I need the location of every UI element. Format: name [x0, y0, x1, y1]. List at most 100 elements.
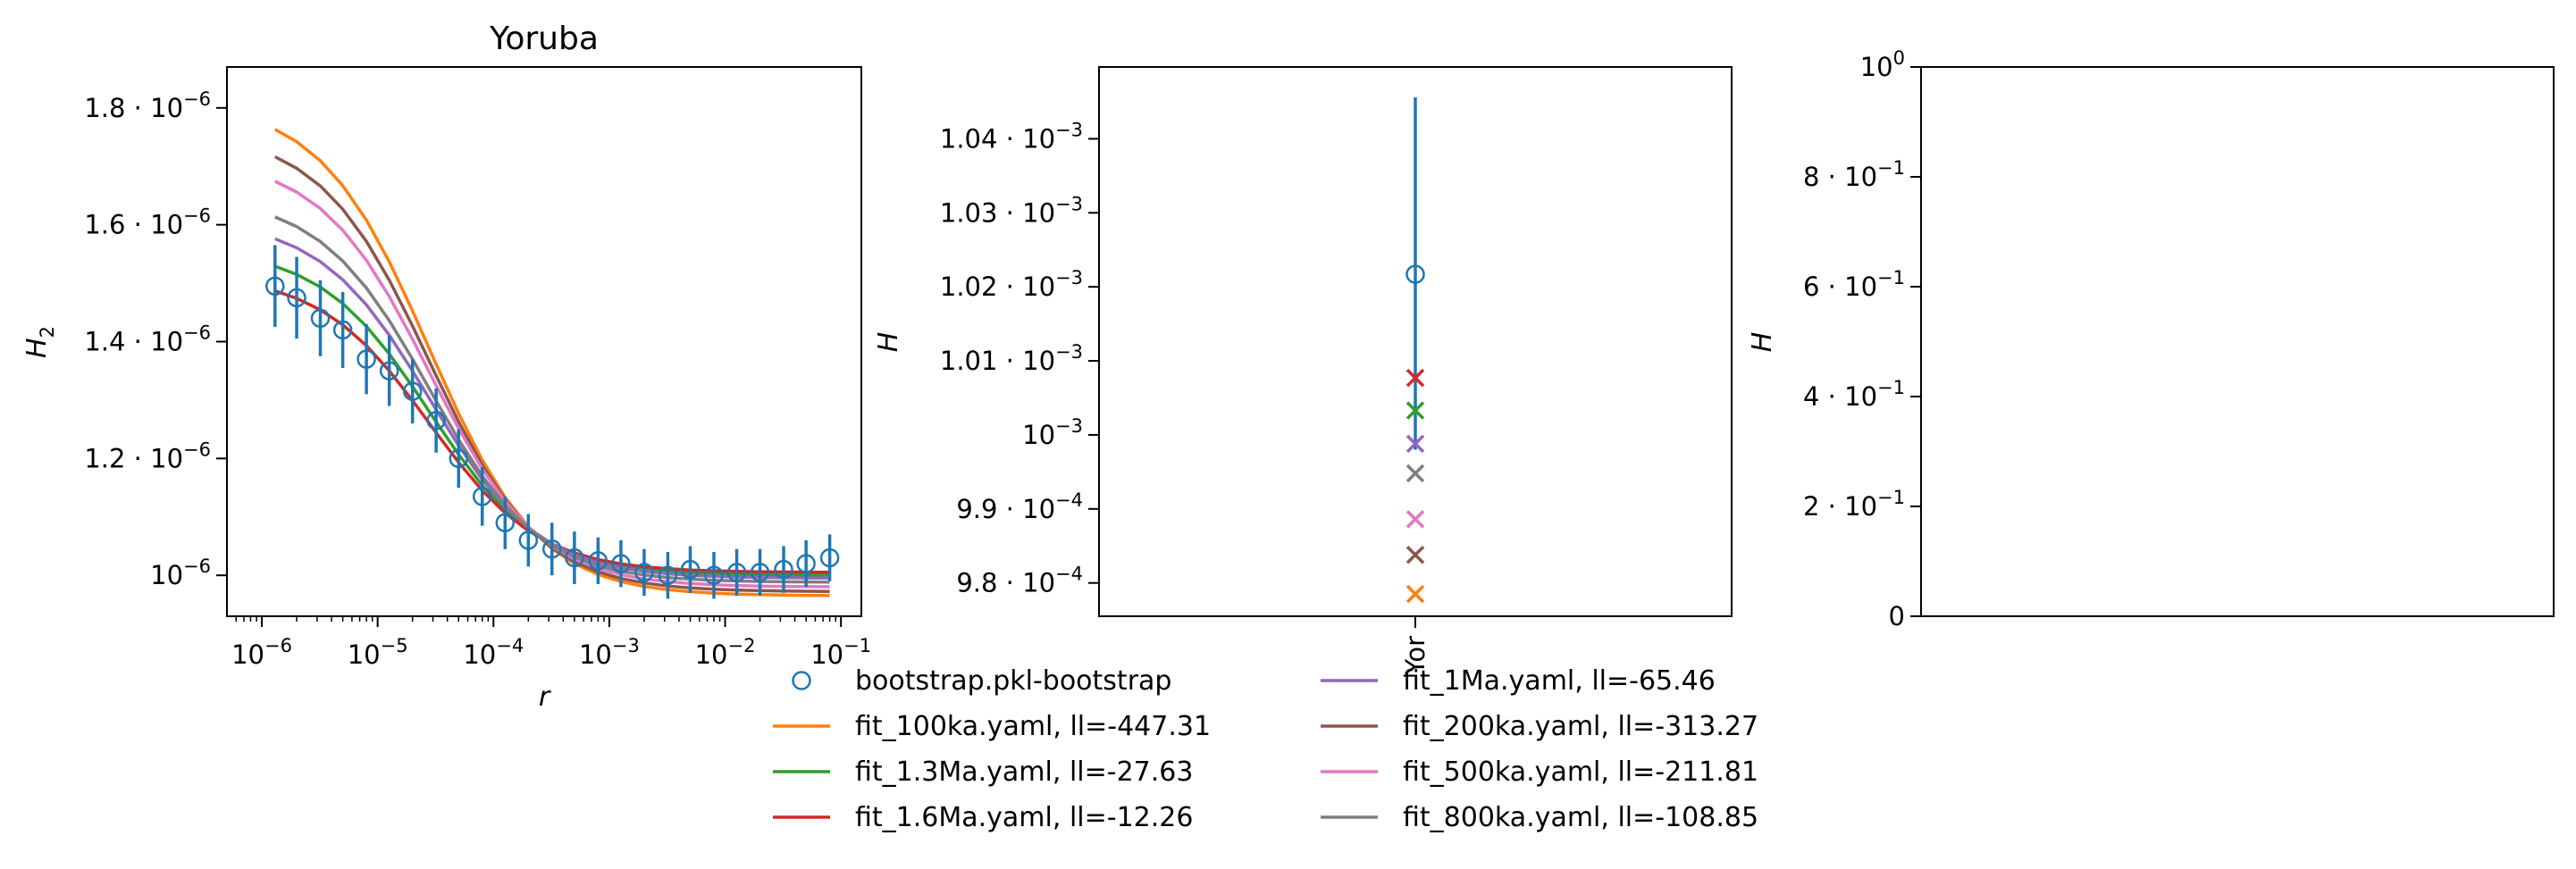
- bootstrap-marker: [402, 381, 423, 401]
- y-axis-ticks: 1.04 · 10−31.03 · 10−31.02 · 10−31.01 · …: [940, 119, 1099, 598]
- bootstrap-marker: [588, 551, 608, 571]
- bootstrap-marker: [611, 554, 631, 573]
- tick-base: 10: [1022, 197, 1055, 228]
- tick-exponent: −6: [183, 205, 211, 227]
- bootstrap-point: [611, 539, 631, 588]
- tick-exponent: −1: [1877, 487, 1905, 508]
- y-axis-label: H: [873, 332, 904, 353]
- bootstrap-point: [726, 548, 747, 597]
- bootstrap-point: [518, 514, 539, 567]
- x-tick-label: 10−4: [463, 635, 524, 670]
- tick-base: 10: [1022, 346, 1055, 376]
- tick-mantissa: 9.8 ·: [956, 568, 1022, 598]
- tick-base: 10: [1022, 272, 1055, 302]
- tick-exponent: −3: [1055, 267, 1083, 288]
- tick-mantissa: 1.6 ·: [84, 210, 150, 240]
- y-tick-label: 1.4 · 10−6: [84, 322, 211, 357]
- bootstrap-point: [402, 359, 423, 424]
- tick-mantissa: 1.03 ·: [940, 197, 1022, 228]
- tick-base: 10: [1022, 494, 1055, 524]
- x-axis-label: r: [539, 681, 551, 713]
- tick-exponent: −3: [1055, 341, 1083, 363]
- bootstrap-point: [542, 522, 562, 576]
- x-stroke: [1405, 510, 1425, 529]
- bootstrap-marker: [357, 349, 376, 369]
- bootstrap-marker: [634, 563, 654, 582]
- tick-base: 10: [463, 639, 496, 670]
- bootstrap-marker: [819, 547, 840, 568]
- bootstrap-point: [634, 548, 654, 597]
- tick-base: 10: [150, 560, 183, 590]
- tick-mantissa: 4 ·: [1803, 381, 1844, 412]
- tick-base: 10: [695, 639, 728, 670]
- x-marker-fit_1-3Ma: [1405, 401, 1425, 420]
- tick-mantissa: 1.8 ·: [84, 93, 150, 123]
- tick-exponent: −6: [183, 439, 211, 460]
- tick-base: 10: [1022, 568, 1055, 598]
- y-tick-label: 1.2 · 10−6: [84, 439, 211, 473]
- x-tick-label: 10−6: [231, 635, 292, 670]
- bootstrap-point: [472, 467, 492, 526]
- legend-entry: fit_1Ma.yaml, ll=-65.46: [1321, 665, 1716, 697]
- bootstrap-marker: [379, 361, 399, 380]
- bootstrap-point: [357, 323, 376, 395]
- x-stroke: [1405, 368, 1425, 388]
- legend-entry: fit_500ka.yaml, ll=-211.81: [1321, 756, 1758, 788]
- bootstrap-marker: [565, 547, 584, 568]
- bootstrap-point: [680, 546, 701, 593]
- x-stroke: [1405, 464, 1425, 483]
- x-stroke: [1405, 545, 1425, 564]
- tick-exponent: −4: [1055, 564, 1083, 585]
- tick-base: 10: [150, 93, 183, 123]
- bootstrap-marker: [518, 531, 539, 550]
- tick-mantissa: 1.2 ·: [84, 443, 150, 473]
- y-axis-label: H2: [21, 326, 58, 358]
- panel-h2-vs-r: Yoruba 10−6 10−5 10−4 10−3 10−2 10−1 1.8 · 10…: [21, 21, 871, 713]
- panel-1-frame: [226, 66, 862, 617]
- tick-base: 10: [1022, 123, 1055, 154]
- tick-mantissa: 8 ·: [1803, 162, 1844, 192]
- tick-base: 10: [150, 327, 183, 357]
- tick-base: 10: [1022, 420, 1055, 450]
- bootstrap-point: [310, 280, 331, 356]
- tick-base: 10: [348, 639, 381, 670]
- legend-label: fit_100ka.yaml, ll=-447.31: [855, 711, 1211, 742]
- panel-3-frame: [1920, 66, 2555, 617]
- y-tick-label: 1.01 · 10−3: [940, 341, 1083, 376]
- tick-exponent: −6: [183, 322, 211, 344]
- bootstrap-marker: [287, 288, 306, 308]
- tick-base: 10: [150, 210, 183, 240]
- x-stroke: [1405, 401, 1425, 420]
- y-axis-label: H: [1747, 332, 1778, 353]
- tick-base: 10: [1844, 381, 1877, 412]
- bootstrap-marker: [310, 308, 331, 329]
- tick-exponent: −3: [612, 635, 640, 656]
- bootstrap-point: [774, 546, 793, 593]
- bootstrap-marker: [1405, 264, 1425, 284]
- tick-mantissa: 9.9 ·: [956, 494, 1022, 524]
- x-tick-label-yor: Yor: [1400, 636, 1431, 676]
- y-tick-label: 1.6 · 10−6: [84, 205, 211, 240]
- tick-exponent: −1: [1877, 377, 1905, 398]
- tick-base: 10: [150, 443, 183, 473]
- bootstrap-point: [796, 539, 816, 588]
- bootstrap-marker: [704, 565, 724, 585]
- bootstrap-points: [265, 245, 840, 599]
- tick-exponent: −4: [1055, 489, 1083, 511]
- tick-exponent: −6: [183, 88, 211, 110]
- bootstrap-marker: [265, 276, 285, 297]
- legend: bootstrap.pkl-bootstrap fit_100ka.yaml, l…: [773, 665, 1758, 833]
- tick-base: 10: [579, 639, 612, 670]
- tick-mantissa: 1.04 ·: [940, 123, 1022, 154]
- bootstrap-point: [287, 256, 306, 339]
- x-stroke: [1405, 434, 1425, 454]
- bootstrap-marker: [449, 448, 469, 469]
- legend-label: bootstrap.pkl-bootstrap: [855, 665, 1171, 697]
- legend-label: fit_1.6Ma.yaml, ll=-12.26: [855, 802, 1193, 833]
- y-tick-label: 4 · 10−1: [1803, 377, 1905, 412]
- panel-h-yor: 1.04 · 10−31.03 · 10−31.02 · 10−31.01 · …: [873, 66, 1733, 676]
- legend-label: fit_1.3Ma.yaml, ll=-27.63: [855, 756, 1193, 788]
- tick-exponent: 0: [1893, 47, 1905, 69]
